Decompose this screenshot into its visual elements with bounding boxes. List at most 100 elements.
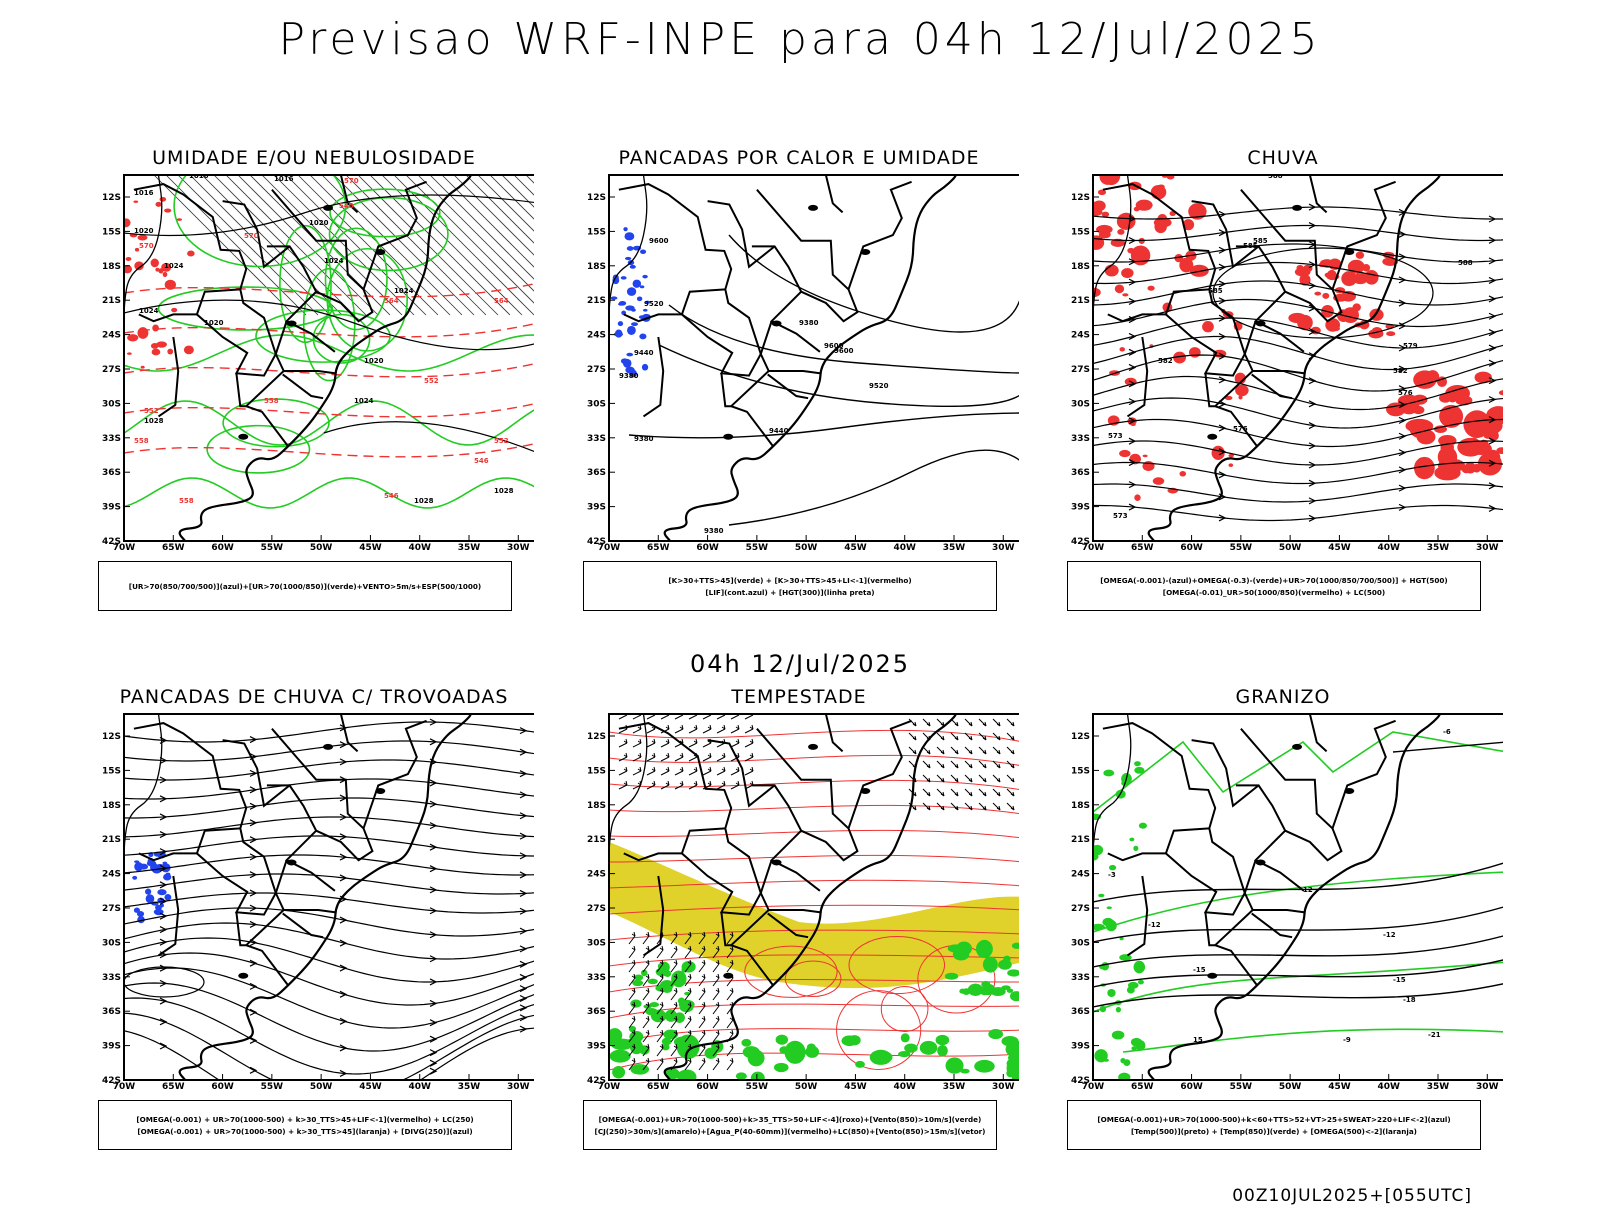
flow-arrow <box>1308 422 1317 430</box>
flow-arrow <box>1488 215 1497 223</box>
flow-arrow <box>1398 344 1407 352</box>
lif-contour <box>645 300 650 304</box>
lon-label: 45W <box>359 543 382 553</box>
state-border <box>1308 175 1328 214</box>
divergence-area <box>135 867 141 871</box>
wind-vector <box>646 752 656 762</box>
state-border <box>769 829 821 892</box>
lon-label: 65W <box>1131 1082 1154 1092</box>
wind-area <box>975 939 993 959</box>
wind-vector <box>670 931 678 945</box>
height-contour <box>658 344 1019 408</box>
flow-arrow <box>519 927 528 935</box>
rain-area <box>1101 211 1110 218</box>
moisture-patch <box>133 200 139 203</box>
legend-line: [OMEGA(-0.001)+UR>70(1000-500)+k<60+TTS>… <box>1097 1114 1451 1124</box>
wind-vector <box>992 788 1001 797</box>
flow-arrow <box>1308 261 1317 269</box>
wind-vector <box>992 746 1001 755</box>
rain-area <box>1117 228 1125 235</box>
wind-vector <box>656 945 664 959</box>
contour-label: 588 <box>1458 259 1473 267</box>
wind-vector <box>684 1015 692 1029</box>
coastline-east <box>1147 175 1441 541</box>
wind-area <box>919 1040 938 1055</box>
panel-tempestade: TEMPESTADE 12S 15S 18S 21S 24S 27S 30S 33S 36S 39… <box>579 686 1019 1186</box>
flow-arrow <box>249 786 258 794</box>
map-layer <box>609 714 1019 1080</box>
wind-area <box>664 1068 680 1080</box>
lake-shape <box>771 859 782 866</box>
coastline-east <box>178 714 472 1080</box>
wind-area <box>664 1009 677 1022</box>
lat-label: 24S <box>102 331 121 341</box>
lon-label: 45W <box>1328 543 1351 553</box>
humidity-contour <box>173 175 347 268</box>
lif-contour <box>640 249 647 255</box>
flow-arrow <box>1128 297 1137 305</box>
temp500-contour <box>1093 935 1503 968</box>
wind-area <box>609 1028 623 1043</box>
wind-vector <box>992 802 1001 811</box>
wind-vector <box>656 1015 664 1029</box>
wind-vector <box>950 788 959 797</box>
flow-arrow <box>159 1042 168 1050</box>
wind-hatch <box>201 175 343 316</box>
flow-arrow <box>1128 363 1137 371</box>
rain-area <box>1093 200 1106 212</box>
streamline <box>1093 317 1503 349</box>
lake-shape <box>1255 859 1266 866</box>
contour-label: 1024 <box>164 262 184 270</box>
temp850-contour <box>1098 893 1105 898</box>
temp500-contour <box>1093 983 1503 1008</box>
state-border <box>1107 313 1166 323</box>
lat-label: 15S <box>102 227 121 237</box>
wind-vector <box>1006 746 1015 755</box>
lon-label: 60W <box>211 1082 234 1092</box>
divergence-area <box>164 894 172 901</box>
wind-vector <box>642 959 650 973</box>
contour-label: -15 <box>1393 976 1406 984</box>
moisture-patch <box>162 271 168 277</box>
wind-vector <box>936 788 945 797</box>
wind-area <box>945 1057 964 1074</box>
lif-contour <box>626 287 637 296</box>
water-contour <box>609 729 1019 742</box>
lif-contour <box>629 369 637 378</box>
humidity-contour <box>328 196 449 272</box>
state-border <box>1164 288 1246 377</box>
rain-area <box>1434 425 1448 434</box>
streamline <box>1093 298 1503 328</box>
flow-arrow <box>1218 514 1227 522</box>
lif-contour <box>639 333 647 340</box>
lat-label: 18S <box>102 262 121 272</box>
flow-arrow <box>339 741 348 749</box>
state-border <box>282 373 324 400</box>
rain-area <box>1294 267 1311 277</box>
streamline <box>1093 397 1503 429</box>
rain-area <box>1099 175 1116 185</box>
lat-label: 42S <box>587 537 606 547</box>
flow-arrow <box>429 738 438 746</box>
flow-arrow <box>339 1017 348 1025</box>
wind-vector <box>978 802 987 811</box>
wind-area <box>935 1034 950 1046</box>
wind-vector <box>628 931 636 945</box>
rain-area <box>1153 217 1172 228</box>
contour-label: 1028 <box>494 487 514 495</box>
water-contour <box>836 990 922 1070</box>
wind-vector <box>628 1057 636 1071</box>
rain-area <box>1121 267 1134 279</box>
wind-vector <box>646 766 656 776</box>
state-border <box>767 373 809 400</box>
flow-arrow <box>159 912 168 920</box>
wind-area <box>805 1045 820 1058</box>
lat-label: 36S <box>587 468 606 478</box>
state-border <box>768 370 821 375</box>
moisture-patch <box>151 348 161 356</box>
thickness-contour <box>124 323 534 338</box>
wind-vector <box>712 973 720 987</box>
wind-vector <box>628 1001 636 1015</box>
rain-area <box>1142 454 1148 458</box>
contour-label: 1020 <box>309 219 329 227</box>
